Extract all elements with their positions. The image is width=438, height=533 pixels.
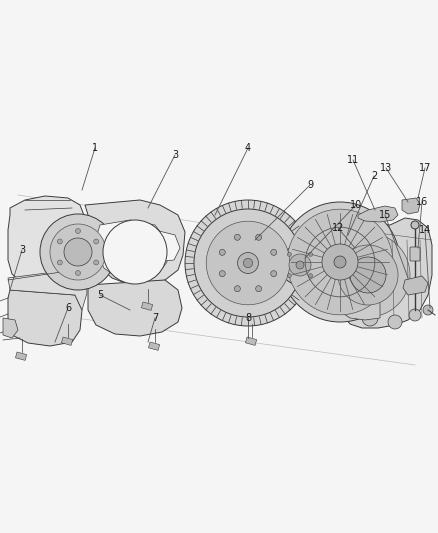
Circle shape bbox=[94, 260, 99, 265]
Circle shape bbox=[64, 238, 92, 266]
Text: 5: 5 bbox=[97, 290, 103, 300]
Circle shape bbox=[219, 271, 225, 277]
Text: 8: 8 bbox=[245, 313, 251, 323]
Circle shape bbox=[388, 315, 402, 329]
Bar bbox=[15, 352, 27, 360]
Circle shape bbox=[423, 305, 433, 315]
Circle shape bbox=[280, 245, 320, 285]
Polygon shape bbox=[8, 196, 87, 287]
Circle shape bbox=[194, 209, 302, 317]
Circle shape bbox=[287, 253, 291, 256]
Circle shape bbox=[219, 249, 225, 255]
Circle shape bbox=[280, 202, 400, 322]
Circle shape bbox=[322, 244, 358, 280]
Circle shape bbox=[57, 260, 62, 265]
Polygon shape bbox=[8, 268, 87, 310]
Circle shape bbox=[244, 259, 253, 268]
Text: 12: 12 bbox=[332, 223, 344, 233]
Bar bbox=[141, 302, 153, 310]
Circle shape bbox=[256, 286, 261, 292]
Circle shape bbox=[271, 271, 277, 277]
Circle shape bbox=[296, 261, 304, 269]
Circle shape bbox=[103, 220, 167, 284]
Text: 11: 11 bbox=[347, 155, 359, 165]
Circle shape bbox=[350, 257, 386, 293]
Circle shape bbox=[287, 273, 291, 278]
Text: 13: 13 bbox=[380, 163, 392, 173]
Circle shape bbox=[256, 235, 261, 240]
Text: 10: 10 bbox=[350, 200, 362, 210]
Text: 3: 3 bbox=[19, 245, 25, 255]
Circle shape bbox=[50, 224, 106, 280]
Text: 2: 2 bbox=[371, 171, 377, 181]
Polygon shape bbox=[85, 200, 185, 285]
Polygon shape bbox=[403, 276, 428, 295]
Circle shape bbox=[271, 249, 277, 255]
Circle shape bbox=[411, 221, 419, 229]
FancyBboxPatch shape bbox=[410, 247, 420, 261]
Polygon shape bbox=[8, 290, 82, 346]
Circle shape bbox=[75, 229, 81, 233]
Circle shape bbox=[234, 235, 240, 240]
Polygon shape bbox=[338, 233, 380, 320]
Polygon shape bbox=[338, 218, 432, 328]
Text: 16: 16 bbox=[416, 197, 428, 207]
Circle shape bbox=[57, 239, 62, 244]
Text: 9: 9 bbox=[307, 180, 313, 190]
Polygon shape bbox=[3, 318, 18, 338]
Polygon shape bbox=[358, 206, 398, 222]
Circle shape bbox=[289, 254, 311, 276]
Bar bbox=[148, 342, 160, 350]
Text: 6: 6 bbox=[65, 303, 71, 313]
Circle shape bbox=[234, 286, 240, 292]
Polygon shape bbox=[402, 198, 420, 214]
Text: 4: 4 bbox=[245, 143, 251, 153]
Text: 3: 3 bbox=[172, 150, 178, 160]
Polygon shape bbox=[88, 280, 182, 336]
Circle shape bbox=[75, 271, 81, 276]
Circle shape bbox=[40, 214, 116, 290]
Bar bbox=[61, 337, 73, 345]
Circle shape bbox=[309, 273, 313, 278]
Text: 1: 1 bbox=[92, 143, 98, 153]
Circle shape bbox=[362, 310, 378, 326]
Text: 7: 7 bbox=[152, 313, 158, 323]
Text: 15: 15 bbox=[379, 210, 391, 220]
Circle shape bbox=[409, 309, 421, 321]
Circle shape bbox=[185, 200, 311, 326]
Circle shape bbox=[287, 209, 393, 315]
Circle shape bbox=[326, 233, 410, 317]
Polygon shape bbox=[97, 220, 168, 280]
Text: 17: 17 bbox=[419, 163, 431, 173]
Circle shape bbox=[334, 256, 346, 268]
Circle shape bbox=[94, 239, 99, 244]
Text: 14: 14 bbox=[419, 225, 431, 235]
Polygon shape bbox=[148, 230, 180, 262]
Circle shape bbox=[338, 245, 398, 305]
Circle shape bbox=[237, 253, 258, 273]
Bar bbox=[245, 337, 257, 345]
Circle shape bbox=[309, 253, 313, 256]
Circle shape bbox=[206, 221, 290, 305]
